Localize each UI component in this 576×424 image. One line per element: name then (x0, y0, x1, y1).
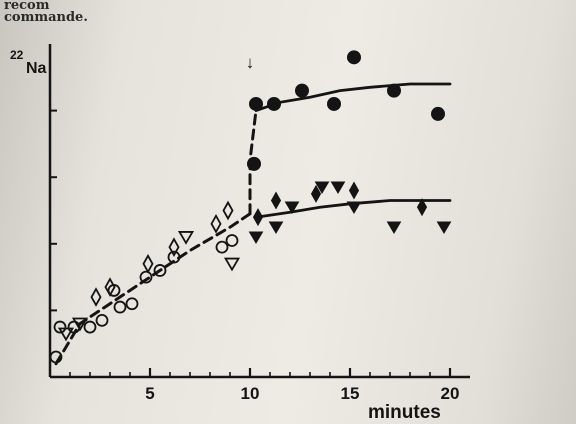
open-diamond-point (104, 277, 116, 297)
filled-triangle-down-point (314, 181, 330, 195)
ylabel-main: Na (26, 60, 47, 77)
open-diamond-point (90, 287, 102, 307)
filled-triangle-down-point (284, 201, 300, 215)
filled-circle-point (431, 106, 445, 121)
open-circle-point (167, 250, 181, 264)
open-triangle-down-point (177, 231, 195, 245)
open-circle-point (83, 320, 97, 334)
fit-line-dashed (54, 212, 252, 366)
open-circle-point (153, 264, 167, 277)
data-marks (49, 50, 452, 364)
header-text: recom commande. (4, 0, 88, 24)
chart-axes: 5 10 15 20 (48, 44, 470, 403)
filled-circle-point (247, 156, 261, 171)
header-line-2: commande. (4, 10, 88, 25)
filled-circle-point (347, 50, 361, 65)
filled-circle-point (387, 83, 401, 98)
filled-triangle-down-point (346, 201, 362, 215)
header-line-1: recom (4, 0, 50, 13)
open-circle-point (225, 234, 239, 247)
open-circle-point (125, 297, 139, 311)
open-circle-point (95, 313, 109, 327)
filled-circle-point (249, 96, 263, 111)
open-diamond-point (210, 213, 222, 234)
ylabel-superscript: 22 (10, 48, 24, 62)
open-triangle-down-point (223, 257, 241, 272)
open-diamond-point (222, 200, 234, 221)
x-tick-label: 5 (145, 384, 154, 403)
open-circle-point (49, 350, 63, 364)
open-circle-point (139, 270, 153, 284)
filled-circle-point (327, 96, 341, 111)
filled-circle-point (295, 83, 309, 98)
filled-diamond-point (310, 184, 322, 203)
chart-labels: 22 Na minutes ↓ (10, 48, 441, 423)
filled-triangle-down-point (436, 221, 452, 234)
x-tick-label: 15 (341, 384, 360, 403)
open-circle-point (113, 300, 127, 314)
x-axis-title: minutes (368, 402, 441, 423)
filled-triangle-down-point (386, 221, 402, 234)
open-circle-point (53, 320, 67, 334)
open-circle-point (215, 240, 229, 254)
fit-line-solid (254, 199, 452, 219)
open-diamond-point (168, 237, 180, 257)
filled-diamond-point (252, 208, 264, 227)
open-diamond-point (142, 253, 154, 274)
filled-triangle-down-point (248, 231, 264, 244)
open-triangle-down-point (71, 317, 89, 332)
open-triangle-down-point (57, 327, 75, 342)
filled-diamond-point (270, 191, 282, 210)
filled-circle-point (267, 96, 281, 111)
annotation-arrow: ↓ (246, 53, 255, 72)
filled-diamond-point (416, 198, 428, 217)
fit-line-solid (254, 82, 452, 112)
x-tick-label: 10 (241, 384, 260, 403)
filled-triangle-down-point (268, 221, 284, 234)
x-tick-label: 20 (441, 384, 460, 403)
filled-diamond-point (348, 181, 360, 200)
filled-triangle-down-point (330, 181, 346, 195)
